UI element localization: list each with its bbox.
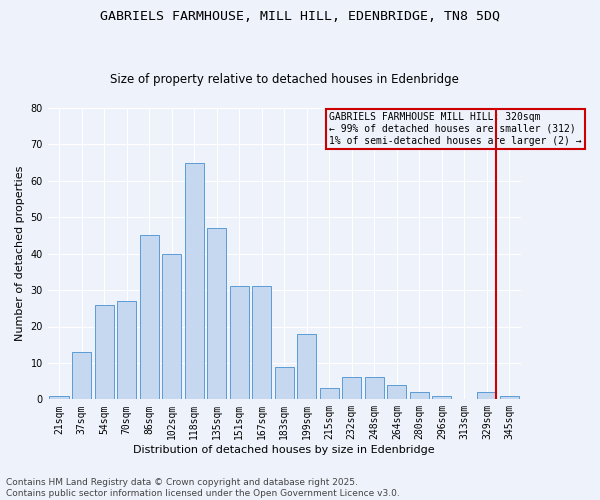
Bar bbox=[95, 304, 113, 400]
Text: GABRIELS FARMHOUSE MILL HILL: 320sqm
← 99% of detached houses are smaller (312)
: GABRIELS FARMHOUSE MILL HILL: 320sqm ← 9… bbox=[329, 112, 582, 146]
Bar bbox=[185, 162, 204, 400]
Y-axis label: Number of detached properties: Number of detached properties bbox=[15, 166, 25, 342]
Bar bbox=[320, 388, 339, 400]
Bar bbox=[252, 286, 271, 400]
Bar bbox=[49, 396, 68, 400]
Bar bbox=[275, 366, 294, 400]
Bar bbox=[410, 392, 429, 400]
Bar bbox=[297, 334, 316, 400]
Text: Contains HM Land Registry data © Crown copyright and database right 2025.
Contai: Contains HM Land Registry data © Crown c… bbox=[6, 478, 400, 498]
Text: GABRIELS FARMHOUSE, MILL HILL, EDENBRIDGE, TN8 5DQ: GABRIELS FARMHOUSE, MILL HILL, EDENBRIDG… bbox=[100, 10, 500, 23]
Bar bbox=[342, 378, 361, 400]
Bar bbox=[478, 392, 496, 400]
Bar bbox=[433, 396, 451, 400]
Bar bbox=[117, 301, 136, 400]
Bar bbox=[140, 236, 158, 400]
Bar bbox=[162, 254, 181, 400]
Bar bbox=[387, 385, 406, 400]
Title: Size of property relative to detached houses in Edenbridge: Size of property relative to detached ho… bbox=[110, 73, 458, 86]
Bar bbox=[500, 396, 519, 400]
Bar bbox=[207, 228, 226, 400]
Bar bbox=[365, 378, 384, 400]
Bar bbox=[230, 286, 249, 400]
Bar bbox=[72, 352, 91, 400]
X-axis label: Distribution of detached houses by size in Edenbridge: Distribution of detached houses by size … bbox=[133, 445, 435, 455]
